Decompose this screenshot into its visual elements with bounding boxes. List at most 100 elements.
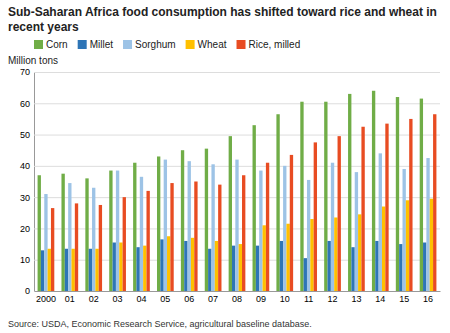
legend-item: Rice, milled xyxy=(237,39,301,50)
y-axis-line xyxy=(34,73,35,292)
x-tick: 16 xyxy=(423,291,433,304)
bar xyxy=(372,91,375,291)
bar xyxy=(85,178,88,291)
x-tick-label: 15 xyxy=(399,294,409,304)
bar xyxy=(164,160,167,291)
bar xyxy=(314,142,317,291)
bar xyxy=(48,249,51,291)
x-tick-label: 09 xyxy=(256,294,266,304)
bar xyxy=(41,250,44,291)
bar xyxy=(310,219,313,291)
x-tick-label: 13 xyxy=(351,294,361,304)
y-tick-label: 30 xyxy=(20,193,30,203)
y-tick-label: 60 xyxy=(20,99,30,109)
x-tick-label: 01 xyxy=(65,294,75,304)
x-axis: 200001020304050607080910111213141516 xyxy=(35,291,441,304)
bar xyxy=(211,164,214,291)
y-axis-title: Million tons xyxy=(8,55,58,66)
bar-series xyxy=(48,199,433,291)
bar xyxy=(68,183,71,291)
y-axis: 010203040506070 xyxy=(20,67,440,296)
bar xyxy=(44,194,47,291)
bar xyxy=(426,158,429,291)
bar xyxy=(38,175,41,291)
bar xyxy=(300,102,303,291)
bar xyxy=(307,180,310,291)
bar xyxy=(361,127,364,291)
bar xyxy=(89,249,92,291)
bar xyxy=(420,99,423,291)
x-tick-label: 03 xyxy=(113,294,123,304)
title: Sub-Saharan Africa food consumption has … xyxy=(8,5,437,34)
bar xyxy=(290,155,293,291)
bar xyxy=(379,153,382,291)
x-tick: 2000 xyxy=(36,291,56,304)
bar xyxy=(218,185,221,291)
x-tick-label: 07 xyxy=(208,294,218,304)
x-tick: 13 xyxy=(351,291,361,304)
legend-label: Millet xyxy=(90,39,114,50)
bar xyxy=(396,97,399,291)
bar xyxy=(334,217,337,291)
x-tick: 01 xyxy=(65,291,75,304)
x-tick: 11 xyxy=(304,291,313,304)
bar xyxy=(375,241,378,291)
bar xyxy=(232,246,235,291)
bar xyxy=(280,241,283,291)
bar xyxy=(119,243,122,291)
bar xyxy=(205,149,208,291)
bar xyxy=(61,174,64,291)
grid-line xyxy=(34,135,440,136)
bar-series xyxy=(38,91,423,291)
x-tick-label: 05 xyxy=(160,294,170,304)
bar xyxy=(188,161,191,291)
bar xyxy=(324,102,327,291)
bar xyxy=(133,163,136,291)
bar xyxy=(409,119,412,291)
x-axis-line xyxy=(35,291,441,292)
bar xyxy=(65,249,68,291)
bar xyxy=(157,156,160,291)
x-tick-label: 14 xyxy=(375,294,385,304)
bar xyxy=(399,244,402,291)
bar xyxy=(406,200,409,291)
bar xyxy=(92,188,95,291)
legend-label: Wheat xyxy=(198,39,227,50)
bar xyxy=(263,225,266,291)
bars xyxy=(38,91,437,291)
bar xyxy=(229,136,232,291)
bar xyxy=(184,241,187,291)
title-line: recent years xyxy=(8,20,79,34)
x-tick: 07 xyxy=(208,291,218,304)
x-tick-label: 02 xyxy=(89,294,99,304)
bar xyxy=(430,199,433,291)
bar xyxy=(351,247,354,291)
x-tick: 06 xyxy=(184,291,194,304)
bar xyxy=(71,249,74,291)
bar xyxy=(385,124,388,291)
y-tick-label: 70 xyxy=(20,67,30,77)
x-tick-label: 11 xyxy=(304,294,313,304)
legend-item: Wheat xyxy=(186,39,227,50)
grid-line xyxy=(34,103,440,104)
legend-swatch xyxy=(78,40,87,49)
bar xyxy=(266,163,269,291)
bar xyxy=(75,203,78,291)
x-tick-label: 16 xyxy=(423,294,433,304)
bar-series xyxy=(44,153,429,291)
y-tick-label: 0 xyxy=(25,286,30,296)
bar xyxy=(194,182,197,292)
y-tick: 60 xyxy=(20,99,440,109)
bar xyxy=(423,243,426,291)
bar xyxy=(338,136,341,291)
bar xyxy=(286,224,289,291)
grid-line xyxy=(34,72,440,73)
x-tick: 10 xyxy=(280,291,290,304)
source: Source: USDA, Economic Research Service,… xyxy=(8,319,312,329)
bar xyxy=(143,246,146,291)
bar xyxy=(304,258,307,291)
bar xyxy=(348,94,351,291)
bar xyxy=(181,150,184,291)
bar xyxy=(276,114,279,291)
legend-item: Sorghum xyxy=(123,39,176,50)
